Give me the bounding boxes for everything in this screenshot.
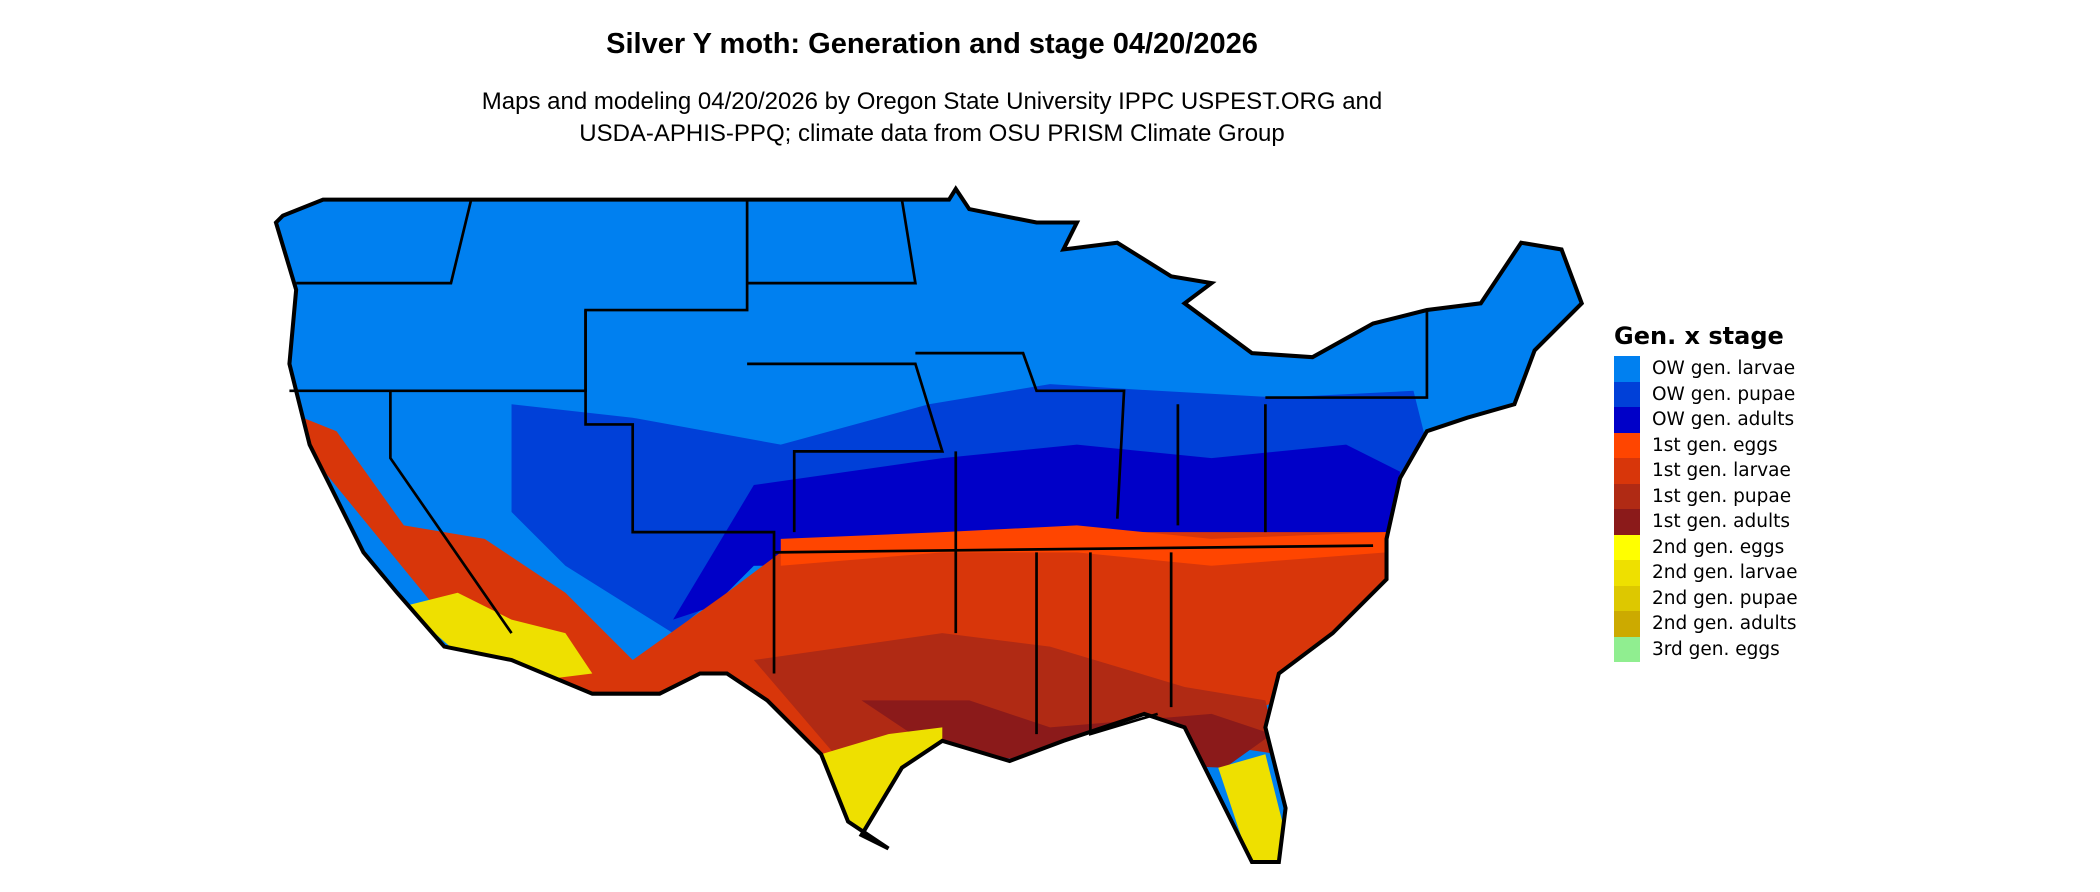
legend-item: 2nd gen. pupae [1614,585,1798,611]
legend-swatch [1614,381,1640,407]
subtitle-line-1: Maps and modeling 04/20/2026 by Oregon S… [481,88,1383,115]
subtitle-line-2: USDA-APHIS-PPQ; climate data from OSU PR… [579,120,1285,147]
legend-item: 1st gen. pupae [1614,483,1798,509]
legend-item: 1st gen. larvae [1614,458,1798,484]
legend-item: 1st gen. adults [1614,509,1798,535]
map-title: Silver Y moth: Generation and stage 04/2… [606,28,1258,60]
legend-label: OW gen. pupae [1652,383,1796,405]
region-1st-eggs [780,525,1387,566]
legend: Gen. x stage OW gen. larvae OW gen. pupae… [1614,322,1798,662]
legend-item: 2nd gen. eggs [1614,534,1798,560]
legend-label: 1st gen. eggs [1652,434,1778,456]
region-2nd-larvae-az [403,592,593,681]
legend-label: 1st gen. adults [1652,511,1790,533]
region-2nd-larvae-tx [821,727,943,849]
legend-swatch [1614,560,1640,586]
legend-swatch [1614,407,1640,433]
legend-label: 3rd gen. eggs [1652,638,1780,660]
legend-swatch [1614,509,1640,535]
legend-swatch [1614,356,1640,382]
legend-label: 2nd gen. adults [1652,613,1797,635]
legend-label: 1st gen. pupae [1652,485,1792,507]
legend-label: OW gen. adults [1652,409,1795,431]
legend-label: 2nd gen. pupae [1652,587,1798,609]
region-2nd-larvae-fl [1218,754,1293,862]
map-subtitle: Maps and modeling 04/20/2026 by Oregon S… [0,86,1864,150]
legend-swatch [1614,534,1640,560]
legend-swatch [1614,432,1640,458]
legend-label: 2nd gen. larvae [1652,562,1798,584]
legend-swatch [1614,636,1640,662]
legend-swatch [1614,483,1640,509]
legend-label: OW gen. larvae [1652,358,1796,380]
legend-swatch [1614,458,1640,484]
legend-item: OW gen. larvae [1614,356,1798,382]
legend-swatch [1614,585,1640,611]
legend-item: 1st gen. eggs [1614,432,1798,458]
legend-item: OW gen. pupae [1614,381,1798,407]
legend-item: 2nd gen. adults [1614,611,1798,637]
legend-item: 3rd gen. eggs [1614,636,1798,662]
legend-label: 1st gen. larvae [1652,460,1791,482]
legend-item: OW gen. adults [1614,407,1798,433]
legend-swatch [1614,611,1640,637]
state-boundaries [289,199,1429,736]
legend-title: Gen. x stage [1614,322,1784,350]
legend-label: 2nd gen. eggs [1652,536,1785,558]
legend-item: 2nd gen. larvae [1614,560,1798,586]
